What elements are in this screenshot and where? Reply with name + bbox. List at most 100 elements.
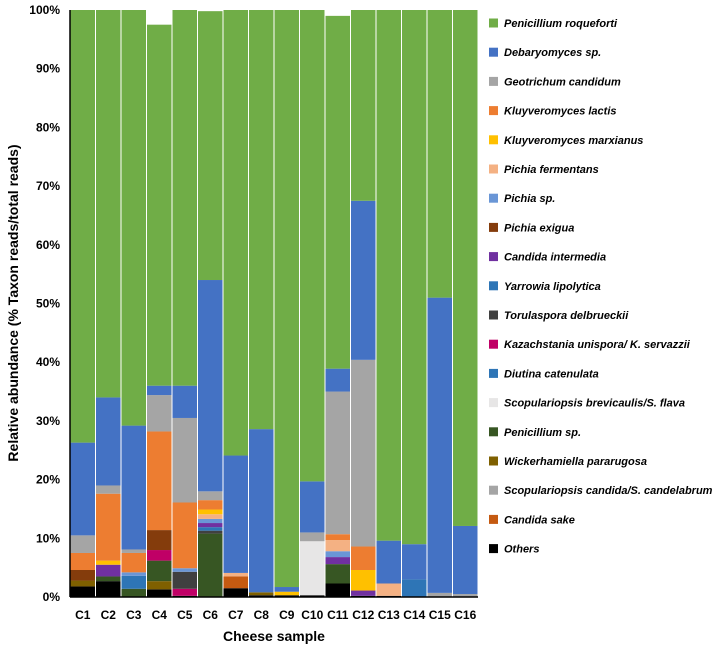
x-tick-label: C6: [203, 608, 219, 622]
legend-swatch: [489, 398, 498, 408]
bar-segment: [300, 481, 325, 533]
bar-segment: [274, 10, 299, 588]
bar-segment: [147, 385, 172, 396]
bar-segment: [96, 485, 121, 494]
y-tick-label: 0%: [43, 590, 61, 604]
bar-segment: [172, 502, 197, 569]
bar-segment: [453, 10, 478, 526]
legend-label: Pichia exigua: [504, 222, 574, 234]
x-tick-label: C9: [279, 608, 295, 622]
bar-segment: [376, 540, 401, 584]
legend-swatch: [489, 281, 498, 291]
y-axis-ticks: 0% 10% 20% 30% 40% 50% 60% 70% 80% 90% 100%: [29, 3, 60, 604]
x-tick-label: C2: [101, 608, 117, 622]
x-tick-label: C16: [454, 608, 476, 622]
legend: Penicillium roqueforti Debaryomyces sp. Ge…: [489, 18, 713, 556]
x-tick-label: C5: [177, 608, 193, 622]
bar-segment: [351, 10, 376, 201]
bar-segment: [325, 540, 350, 552]
bar-segment: [274, 595, 299, 597]
x-tick-label: C11: [327, 608, 349, 622]
bar-segment: [223, 576, 248, 589]
bar-segment: [96, 560, 121, 565]
bar-segment: [427, 592, 452, 597]
bar-segment: [223, 588, 248, 597]
x-tick-label: C3: [126, 608, 142, 622]
legend-label: Yarrowia lipolytica: [504, 281, 601, 293]
y-axis-title: Relative abundance (% Taxon reads/total …: [5, 144, 21, 461]
bar-segment: [351, 546, 376, 570]
bar-segment: [427, 297, 452, 593]
legend-swatch: [489, 164, 498, 174]
bar-segment: [325, 15, 350, 369]
x-tick-label: C7: [228, 608, 244, 622]
bar-segment: [300, 532, 325, 542]
legend-swatch: [489, 76, 498, 86]
x-tick-label: C8: [254, 608, 270, 622]
bar-segment: [70, 580, 95, 587]
x-tick-label: C1: [75, 608, 91, 622]
bar-segment: [274, 587, 299, 592]
bar-segment: [376, 583, 401, 596]
legend-swatch: [489, 18, 498, 28]
bar-segment: [96, 397, 121, 486]
bar-segment: [147, 530, 172, 551]
legend-label: Scopulariopsis brevicaulis/S. flava: [504, 398, 685, 410]
x-tick-label: C13: [378, 608, 400, 622]
x-tick-label: C14: [403, 608, 425, 622]
x-tick-label: C12: [352, 608, 374, 622]
bar-segment: [96, 576, 121, 582]
bar-segment: [96, 581, 121, 597]
legend-swatch: [489, 135, 498, 145]
y-tick-label: 50%: [36, 297, 60, 311]
bar-segment: [70, 552, 95, 570]
bar-segment: [249, 592, 274, 596]
bar-segment: [172, 417, 197, 503]
bar-segment: [325, 557, 350, 565]
bar-segment: [96, 493, 121, 561]
legend-swatch: [489, 485, 498, 495]
bar-segment: [147, 24, 172, 386]
bar-segment: [351, 570, 376, 591]
legend-label: Candida sake: [504, 514, 575, 526]
legend-label: Kluyveromyces lactis: [504, 106, 617, 118]
bar-segment: [198, 500, 223, 510]
bar-segment: [198, 530, 223, 534]
legend-label: Pichia fermentans: [504, 164, 599, 176]
bar-segment: [402, 10, 427, 545]
bar-segment: [402, 579, 427, 597]
bar-segment: [325, 583, 350, 597]
y-tick-label: 30%: [36, 414, 60, 428]
legend-label: Torulaspora delbrueckii: [504, 310, 629, 322]
legend-swatch: [489, 368, 498, 378]
y-tick-label: 70%: [36, 179, 60, 193]
legend-label: Others: [504, 544, 539, 556]
y-tick-label: 10%: [36, 531, 60, 545]
legend-label: Wickerhamiella pararugosa: [504, 456, 647, 468]
bar-segment: [70, 586, 95, 597]
bar-segment: [402, 544, 427, 580]
bar-segment: [249, 429, 274, 593]
x-tick-label: C4: [152, 608, 168, 622]
legend-label: Candida intermedia: [504, 252, 606, 264]
legend-swatch: [489, 193, 498, 203]
x-tick-label: C10: [301, 608, 323, 622]
bar-segment: [198, 509, 223, 515]
bar-segment: [172, 10, 197, 386]
bar-segment: [121, 575, 146, 589]
y-tick-label: 20%: [36, 473, 60, 487]
y-tick-label: 60%: [36, 238, 60, 252]
bar-segment: [198, 518, 223, 524]
bar-segment: [300, 595, 325, 597]
bar-segment: [274, 591, 299, 596]
bar-segment: [351, 200, 376, 360]
bar-segment: [325, 368, 350, 392]
bar-segment: [427, 10, 452, 298]
bar-segment: [325, 551, 350, 558]
bar-segment: [70, 10, 95, 443]
legend-label: Debaryomyces sp.: [504, 47, 601, 59]
bar-segment: [351, 590, 376, 596]
bar-segment: [147, 431, 172, 531]
legend-label: Penicillium roqueforti: [504, 18, 618, 30]
